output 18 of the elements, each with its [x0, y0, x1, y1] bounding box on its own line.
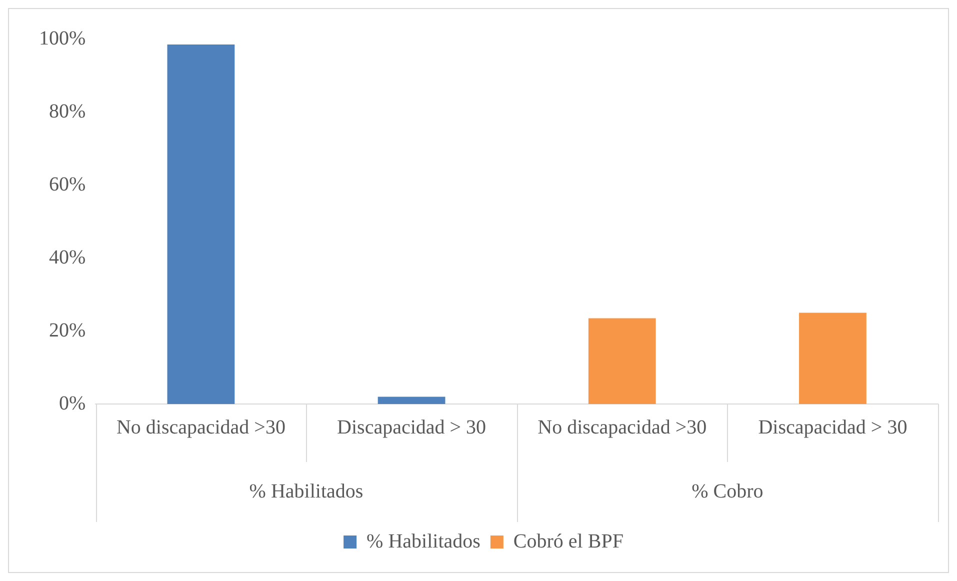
bar [588, 318, 656, 404]
text: % Cobro [692, 480, 764, 502]
text: % Habilitados [249, 480, 364, 502]
bar [378, 396, 446, 404]
y-tick-label: 40% [48, 246, 86, 268]
bar [799, 312, 866, 404]
legend-label: % Habilitados [366, 530, 481, 552]
bar [167, 44, 235, 404]
legend-label: Cobró el BPF [513, 530, 624, 552]
x-tick-label: Discapacidad > 30 [758, 416, 908, 438]
x-tick-label: No discapacidad >30 [116, 416, 286, 438]
y-tick-label: 20% [48, 319, 86, 342]
y-tick-label: 100% [38, 27, 86, 50]
y-tick-label: 0% [58, 392, 86, 414]
x-tick-label: No discapacidad >30 [538, 416, 707, 438]
y-tick-label: 80% [48, 100, 86, 122]
x-tick-label: Discapacidad > 30 [337, 416, 486, 438]
y-tick-label: 60% [48, 173, 86, 196]
